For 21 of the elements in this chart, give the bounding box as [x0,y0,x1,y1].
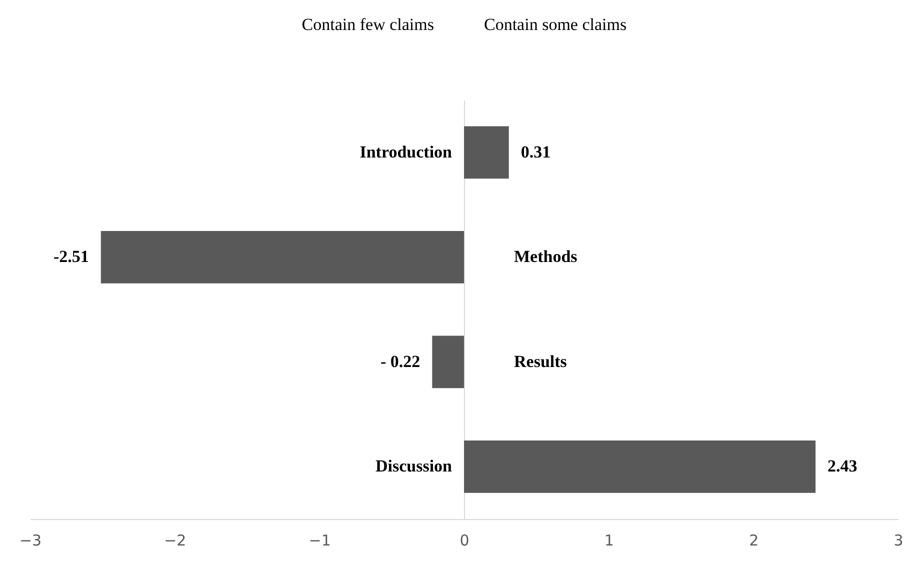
y-tick-label: Discussion [375,456,453,476]
y-tick-label: Introduction [360,142,453,162]
x-tick-label: 2 [749,532,759,550]
x-tick-label: −1 [308,532,331,550]
bar [464,440,816,493]
bar [100,230,464,284]
x-tick-label: 3 [894,532,904,550]
x-tick-label: −2 [164,532,186,550]
data-label: 2.43 [828,456,858,476]
bar [464,126,509,179]
text: Contain few claims [302,15,434,34]
text: Contain some claims [484,15,627,34]
data-label: - 0.22 [380,352,420,371]
data-label: 0.31 [520,142,551,162]
y-tick-label: Results [514,352,568,371]
x-tick-label: 1 [604,532,614,550]
x-tick-label: 0 [460,532,470,550]
x-tick-label: −3 [19,532,42,550]
y-tick-label: Methods [514,247,578,266]
data-label: -2.51 [53,247,89,266]
bar [432,336,464,388]
